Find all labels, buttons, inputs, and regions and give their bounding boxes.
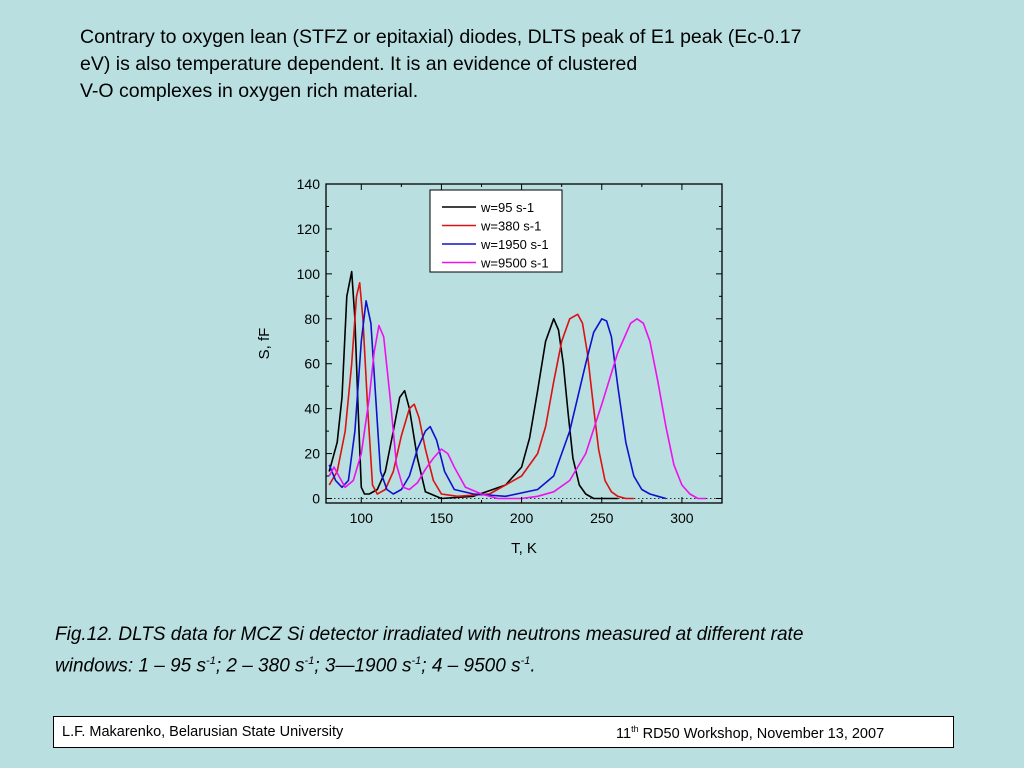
- y-tick-label-0: 0: [312, 491, 320, 507]
- series-line-3: [328, 300, 667, 500]
- legend-label-3: w=1950 s-1: [480, 237, 549, 252]
- y-tick-label-80: 80: [304, 311, 320, 327]
- x-tick-label-100: 100: [350, 510, 374, 526]
- caption-sup-2: -1: [304, 655, 315, 667]
- caption-sep-2: ; 2 – 380 s: [215, 655, 305, 677]
- footer-event-sup: th: [631, 724, 639, 734]
- caption-sup-3: -1: [411, 655, 422, 667]
- legend-label-2: w=380 s-1: [480, 219, 541, 234]
- title-line-1: Contrary to oxygen lean (STFZ or epitaxi…: [80, 26, 802, 48]
- series-line-2: [328, 282, 634, 500]
- footer-event-number: 11: [616, 725, 632, 742]
- footer-event-title: RD50 Workshop, November 13, 2007: [638, 725, 885, 742]
- caption-line-2-prefix: windows: 1 – 95 s: [55, 655, 207, 677]
- x-tick-label-150: 150: [430, 510, 454, 526]
- y-axis-label: S, fF: [256, 328, 273, 360]
- x-axis-label: T, K: [511, 540, 537, 557]
- footer-author: L.F. Makarenko, Belarusian State Univers…: [62, 724, 344, 740]
- slide-title: Contrary to oxygen lean (STFZ or epitaxi…: [80, 24, 960, 105]
- footer-bar: L.F. Makarenko, Belarusian State Univers…: [53, 716, 954, 748]
- x-tick-label-200: 200: [510, 510, 534, 526]
- caption-line-1: Fig.12. DLTS data for MCZ Si detector ir…: [55, 624, 804, 645]
- title-line-3: V-O complexes in oxygen rich material.: [80, 80, 419, 102]
- caption-sep-4: ; 4 – 9500 s: [421, 655, 521, 677]
- y-tick-label-20: 20: [304, 446, 320, 462]
- y-tick-label-140: 140: [297, 176, 321, 192]
- series-line-4: [328, 318, 706, 500]
- y-tick-label-100: 100: [297, 266, 321, 282]
- figure-caption: Fig.12. DLTS data for MCZ Si detector ir…: [55, 622, 975, 679]
- footer-event: 11th RD50 Workshop, November 13, 2007: [616, 724, 884, 742]
- caption-sep-3: ; 3—1900 s: [314, 655, 412, 677]
- caption-sup-4: -1: [520, 655, 531, 667]
- title-line-2: eV) is also temperature dependent. It is…: [80, 53, 638, 75]
- dlts-chart: 100 150 200 250 300 0 20 40 60 80 100 120 140 T, K S, …: [256, 176, 723, 557]
- legend-box: [429, 189, 563, 273]
- legend-label-1: w=95 s-1: [480, 200, 534, 215]
- caption-end: .: [530, 655, 536, 677]
- x-tick-label-250: 250: [590, 510, 614, 526]
- y-tick-label-40: 40: [304, 401, 320, 417]
- legend-label-4: w=9500 s-1: [480, 256, 549, 271]
- caption-sup-1: -1: [206, 655, 216, 667]
- series-line-1: [328, 270, 618, 500]
- plot-frame: [325, 183, 723, 504]
- y-tick-label-60: 60: [304, 356, 320, 372]
- x-tick-label-300: 300: [670, 510, 694, 526]
- y-tick-label-120: 120: [297, 221, 321, 237]
